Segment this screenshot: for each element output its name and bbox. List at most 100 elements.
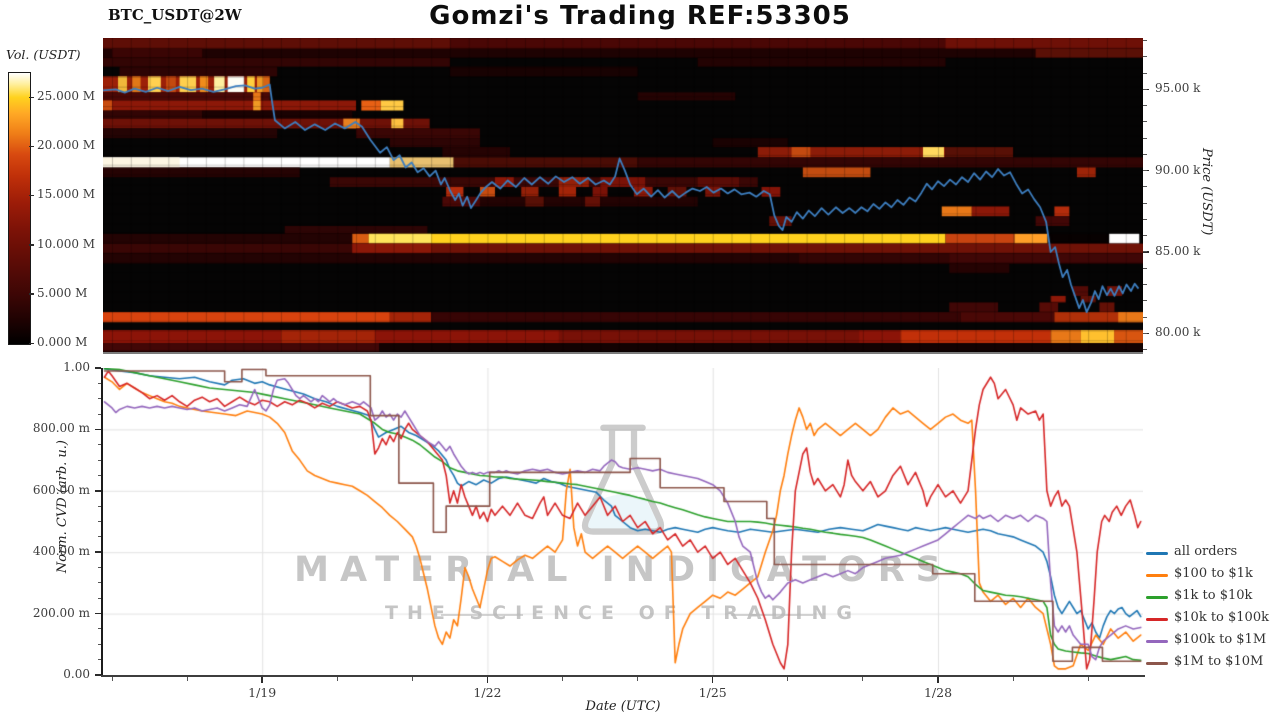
- price-minor-tick: [1143, 72, 1147, 74]
- x-minor-tick: [186, 677, 188, 681]
- price-tick-label: 80.00 k: [1155, 325, 1201, 340]
- legend-swatch: [1146, 662, 1168, 665]
- price-minor-tick: [1143, 251, 1147, 253]
- colorbar-title: Vol. (USDT): [6, 47, 81, 62]
- colorbar-tick-label: 25.000 M: [37, 89, 96, 103]
- x-tick: [261, 677, 263, 683]
- cvd-minor-tick: [97, 659, 101, 661]
- cvd-minor-tick: [97, 567, 101, 569]
- price-minor-tick: [1143, 218, 1147, 220]
- volume-heatmap-canvas: [103, 38, 1143, 352]
- cvd-left-spine: [101, 368, 103, 676]
- cvd-tick: [95, 551, 101, 553]
- x-tick: [486, 677, 489, 683]
- volume-colorbar: [8, 72, 31, 345]
- x-minor-tick: [637, 677, 639, 681]
- colorbar-tick: [29, 145, 34, 148]
- x-minor-tick: [1087, 677, 1089, 681]
- legend-label: $1k to $10k: [1174, 588, 1253, 603]
- price-minor-tick: [1143, 40, 1147, 42]
- price-minor-tick: [1143, 202, 1147, 204]
- x-minor-tick: [1012, 677, 1014, 681]
- cvd-minor-tick: [97, 597, 101, 599]
- price-minor-tick: [1143, 284, 1147, 286]
- cvd-minor-tick: [97, 643, 101, 645]
- price-minor-tick: [1143, 121, 1147, 123]
- legend-label: $100k to $1M: [1174, 632, 1267, 647]
- cvd-tick-label: 400.00 m: [32, 544, 90, 559]
- cvd-tick: [95, 490, 101, 492]
- legend-label: $10k to $100k: [1174, 610, 1269, 625]
- x-tick-label: 1/22: [473, 685, 502, 700]
- x-minor-tick: [411, 677, 413, 681]
- price-minor-tick: [1143, 137, 1147, 139]
- price-minor-tick: [1143, 332, 1147, 334]
- colorbar-tick-label: 20.000 M: [37, 138, 96, 153]
- price-minor-tick: [1143, 105, 1147, 107]
- cvd-tick-label: 1.00: [63, 360, 90, 374]
- cvd-minor-tick: [97, 521, 101, 522]
- x-axis-title: Date (UTC): [585, 699, 661, 714]
- price-tick-label: 90.00 k: [1155, 162, 1201, 177]
- cvd-minor-tick: [97, 398, 101, 400]
- legend-swatch: [1146, 618, 1168, 621]
- x-minor-tick: [862, 677, 864, 681]
- price-minor-tick: [1143, 267, 1147, 269]
- x-minor-tick: [787, 677, 789, 681]
- price-minor-tick: [1143, 88, 1147, 90]
- cvd-tick-label: 800.00 m: [32, 421, 90, 436]
- cvd-minor-tick: [97, 582, 101, 584]
- legend-swatch: [1146, 574, 1168, 577]
- x-minor-tick: [562, 677, 564, 681]
- x-tick: [937, 677, 939, 683]
- cvd-tick: [95, 612, 101, 615]
- cvd-minor-tick: [97, 536, 101, 538]
- legend-label: all orders: [1174, 544, 1238, 559]
- cvd-tick: [95, 674, 101, 676]
- colorbar-tick: [29, 342, 34, 344]
- colorbar-tick: [29, 96, 34, 98]
- cvd-tick-label: 0.00: [63, 667, 90, 681]
- colorbar-tick-label: 0.000 M: [37, 335, 88, 349]
- legend-swatch: [1146, 552, 1168, 555]
- cvd-tick: [95, 367, 101, 369]
- cvd-bottom-spine: [101, 675, 1145, 677]
- x-tick: [711, 677, 714, 683]
- x-tick-label: 1/25: [698, 685, 727, 700]
- price-minor-tick: [1143, 186, 1147, 188]
- price-minor-tick: [1143, 170, 1147, 172]
- price-minor-tick: [1143, 56, 1147, 58]
- legend-swatch: [1146, 640, 1168, 643]
- x-minor-tick: [336, 677, 338, 681]
- colorbar-tick-label: 10.000 M: [37, 236, 96, 251]
- cvd-minor-tick: [97, 444, 101, 446]
- price-minor-tick: [1143, 349, 1147, 351]
- colorbar-tick: [29, 293, 34, 295]
- price-tick-label: 95.00 k: [1155, 81, 1201, 96]
- x-tick-label: 1/28: [923, 685, 953, 700]
- price-minor-tick: [1143, 153, 1147, 155]
- symbol-label: BTC_USDT@2W: [108, 6, 242, 24]
- price-minor-tick: [1143, 235, 1147, 237]
- price-minor-tick: [1143, 300, 1147, 302]
- price-axis-title: Price (USDT): [1199, 148, 1214, 236]
- price-minor-tick: [1143, 316, 1147, 318]
- colorbar-tick: [29, 194, 34, 197]
- cvd-minor-tick: [97, 382, 101, 384]
- heatmap-baseline: [103, 352, 1143, 354]
- colorbar-tick: [29, 244, 34, 246]
- cvd-minor-tick: [97, 459, 101, 461]
- legend-label: $1M to $10M: [1174, 654, 1264, 669]
- colorbar-tick-label: 15.000 M: [37, 187, 96, 202]
- cvd-tick-label: 200.00 m: [32, 605, 90, 620]
- cvd-minor-tick: [97, 474, 101, 476]
- cvd-lines-canvas: [103, 368, 1143, 675]
- x-minor-tick: [111, 677, 113, 681]
- x-tick-label: 1/19: [248, 685, 277, 700]
- cvd-minor-tick: [97, 413, 101, 415]
- cvd-minor-tick: [97, 505, 101, 507]
- price-tick-label: 85.00 k: [1155, 243, 1201, 258]
- page-title: Gomzi's Trading REF:53305: [429, 1, 851, 31]
- cvd-minor-tick: [97, 628, 101, 630]
